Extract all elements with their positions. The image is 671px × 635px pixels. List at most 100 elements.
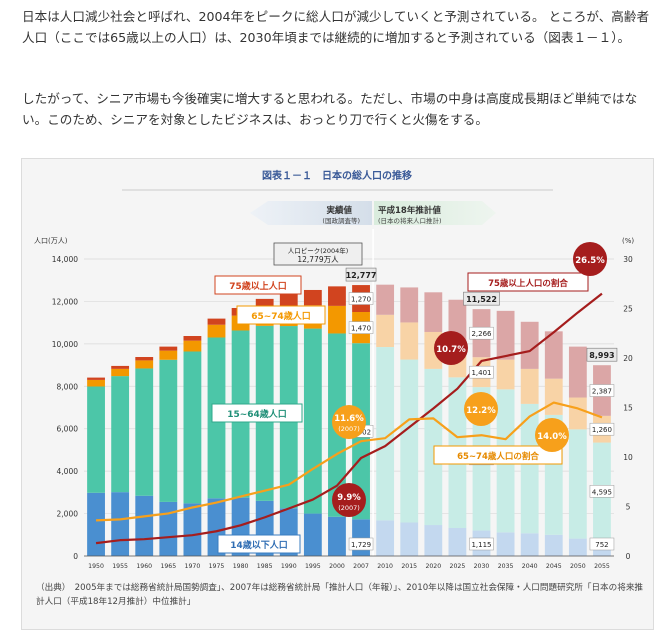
x-tick-label: 2045 bbox=[546, 563, 562, 570]
bar-value-label: 1,115 bbox=[471, 541, 491, 549]
peak-value: 12,779万人 bbox=[297, 255, 339, 264]
bar-value-box bbox=[469, 365, 494, 379]
x-tick-label: 2000 bbox=[329, 563, 345, 570]
bar-segment bbox=[400, 287, 419, 323]
y-tick-label: 14,000 bbox=[52, 255, 78, 264]
label-75-ratio: 75歳以上人口の割合 bbox=[488, 278, 568, 289]
x-tick-label: 1960 bbox=[136, 563, 152, 570]
y-tick-label: 0 bbox=[73, 552, 78, 561]
bar-segment bbox=[135, 495, 154, 556]
bar-value-label: 752 bbox=[595, 541, 608, 549]
y-tick-label: 8,000 bbox=[57, 382, 79, 391]
callout-6574-2007: 11.6% (2007) bbox=[332, 405, 366, 439]
bar-segment bbox=[159, 501, 178, 556]
bar-value-box bbox=[589, 537, 615, 551]
y2-tick-label: 25 bbox=[623, 305, 633, 314]
bar-value-label: 4,595 bbox=[592, 488, 612, 496]
actual-header-arrow bbox=[250, 201, 372, 225]
bar-segment bbox=[496, 532, 515, 556]
x-tick-label: 2020 bbox=[425, 563, 441, 570]
bar-segment bbox=[135, 357, 154, 361]
x-tick-label: 2015 bbox=[401, 563, 417, 570]
bar-segment bbox=[400, 522, 419, 556]
projection-header-sub: (日本の将来人口推計) bbox=[378, 216, 442, 225]
total-value-label: 8,993 bbox=[589, 351, 614, 360]
bar-segment bbox=[568, 429, 587, 539]
bar-value-label: 1,401 bbox=[471, 369, 491, 377]
bar-segment bbox=[328, 516, 346, 556]
bar-segment bbox=[135, 360, 154, 369]
x-tick-label: 1965 bbox=[160, 563, 176, 570]
bar-value-box bbox=[589, 422, 615, 436]
bar-segment bbox=[376, 314, 395, 348]
bar-segment bbox=[303, 289, 322, 306]
y-tick-label: 12,000 bbox=[52, 297, 78, 306]
label-65-74-box bbox=[236, 305, 326, 325]
x-tick-label: 2030 bbox=[474, 563, 490, 570]
bar-segment bbox=[376, 284, 395, 315]
line-75-plus-ratio bbox=[95, 292, 603, 545]
bar-segment bbox=[159, 346, 178, 351]
label-65-74-ratio: 65~74歳人口の割合 bbox=[457, 451, 539, 462]
bar-segment bbox=[183, 503, 202, 556]
bar-value-label: 1,470 bbox=[351, 325, 371, 333]
x-tick-label: 2010 bbox=[377, 563, 393, 570]
bar-segment bbox=[520, 533, 539, 556]
bar-segment bbox=[87, 386, 105, 493]
source-note: （出典） 2005年までは総務省統計局国勢調査」、2007年は総務省統計局「推計… bbox=[36, 583, 644, 607]
bar-segment bbox=[496, 310, 515, 360]
total-value-label: 12,777 bbox=[346, 271, 377, 280]
x-tick-label: 1955 bbox=[112, 563, 128, 570]
actual-header: 実績値 bbox=[326, 205, 352, 216]
x-tick-label: 2050 bbox=[570, 563, 586, 570]
actual-header-sub: (国政調査等) bbox=[322, 216, 360, 225]
population-chart: 図表１－１ 日本の総人口の推移 実績値 (国政調査等) 平成18年推計値 (日本… bbox=[34, 169, 634, 570]
callout-75-2007: 9.9% (2007) bbox=[332, 483, 366, 517]
bar-value-box bbox=[348, 321, 374, 334]
callout-75-2055-value: 26.5% bbox=[575, 256, 605, 266]
x-tick-label: 1995 bbox=[305, 563, 321, 570]
x-tick-label: 1990 bbox=[281, 563, 297, 570]
callout-6574-2030: 12.2% bbox=[464, 392, 498, 426]
bar-segment bbox=[352, 519, 370, 556]
second-paragraph: したがって、シニア市場も今後確実に増大すると思われる。ただし、市場の中身は高度成… bbox=[22, 91, 638, 127]
label-75-ratio-box bbox=[467, 272, 589, 292]
line-layer bbox=[95, 292, 603, 545]
bar-value-label: 1,729 bbox=[351, 541, 371, 549]
bar-segment bbox=[520, 368, 539, 404]
x-tick-label: 2025 bbox=[450, 563, 466, 570]
bar-segment bbox=[544, 534, 563, 556]
bar-segment bbox=[544, 331, 563, 379]
bar-segment bbox=[303, 328, 322, 514]
bar-value-box bbox=[348, 537, 374, 551]
line-65-74-ratio bbox=[96, 401, 603, 522]
x-tick-label: 1985 bbox=[257, 563, 273, 570]
y-tick-label: 2,000 bbox=[57, 510, 79, 519]
bar-segment bbox=[303, 513, 322, 556]
bar-segment bbox=[328, 305, 346, 334]
callout-6574-2055-value: 14.0% bbox=[537, 432, 567, 442]
label-75-box bbox=[214, 275, 302, 295]
label-65-74: 65~74歳人口 bbox=[251, 310, 311, 322]
y-tick-label: 6,000 bbox=[57, 425, 79, 434]
bar-segment bbox=[135, 368, 154, 496]
bar-segment bbox=[376, 520, 395, 556]
y2-tick-label: 20 bbox=[623, 354, 633, 363]
bar-value-box bbox=[589, 384, 615, 397]
x-tick-label: 2035 bbox=[498, 563, 514, 570]
callout-75-2055: 26.5% bbox=[573, 242, 607, 276]
chart-figure: 図表１－１ 日本の総人口の推移 実績値 (国政調査等) 平成18年推計値 (日本… bbox=[21, 158, 654, 630]
bar-segment bbox=[111, 365, 130, 369]
callout-6574-2055: 14.0% bbox=[535, 418, 569, 452]
label-75-plus: 75歳以上人口 bbox=[229, 280, 287, 292]
y2-tick-label: 5 bbox=[626, 503, 631, 512]
total-value-box bbox=[463, 291, 500, 306]
value-labels: 1,2701,4708,3021,7292,2661,4016,7401,115… bbox=[346, 267, 618, 551]
bar-segment bbox=[544, 378, 563, 415]
label-14-under: 14歳以下人口 bbox=[230, 539, 288, 551]
bar-segment bbox=[496, 359, 515, 390]
bar-value-box bbox=[589, 485, 615, 498]
bar-segment bbox=[255, 298, 274, 309]
bar-segment bbox=[400, 359, 419, 523]
x-tick-label: 1950 bbox=[88, 563, 104, 570]
